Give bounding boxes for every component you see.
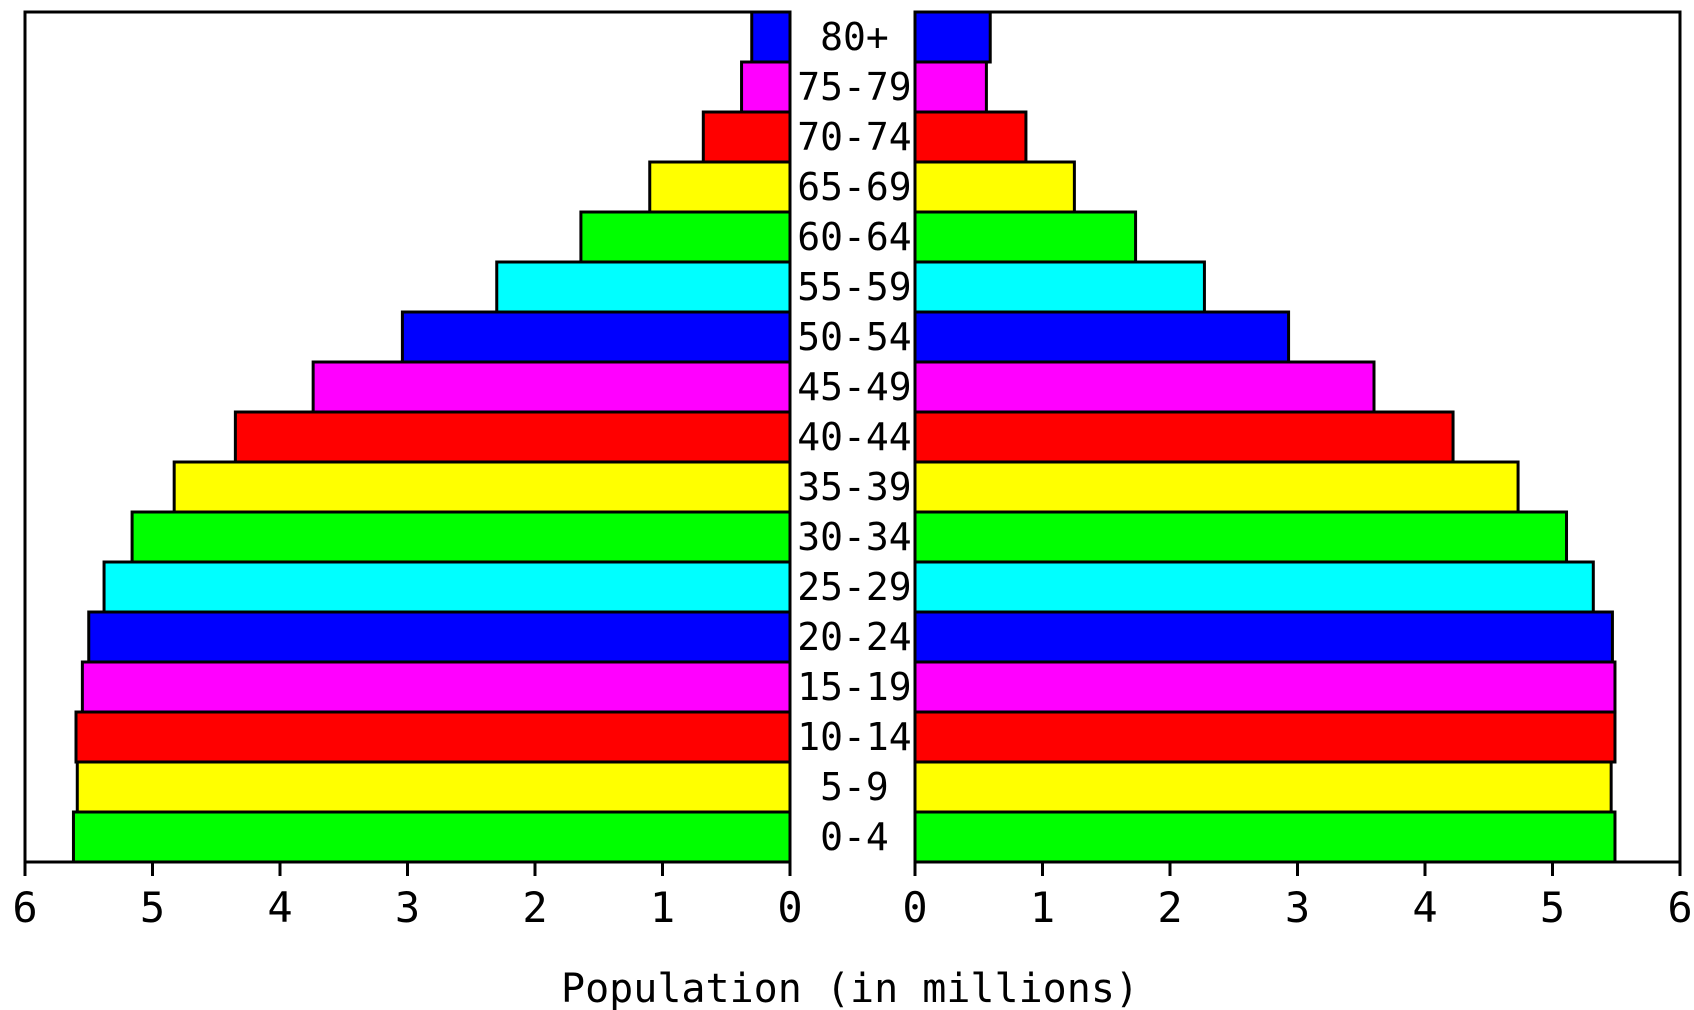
age-label-5-9: 5-9 [820, 765, 889, 809]
age-label-50-54: 50-54 [797, 315, 911, 359]
x-axis-ticks: 0 0 1 1 2 2 3 3 4 4 5 5 6 6 [12, 862, 1693, 932]
bar-left-25-29 [102, 560, 792, 614]
age-label-40-44: 40-44 [797, 415, 911, 459]
tick-label-right-4: 4 [1412, 883, 1437, 932]
bar-right-60-64 [913, 210, 1138, 264]
age-label-75-79: 75-79 [797, 65, 911, 109]
age-label-60-64: 60-64 [797, 215, 911, 259]
bar-right-75-79 [913, 60, 988, 114]
bar-left-35-39 [172, 460, 792, 514]
bar-left-50-54 [400, 310, 792, 364]
bar-right-10-14 [913, 710, 1617, 764]
tick-label-right-0: 0 [902, 883, 927, 932]
bar-left-65-69 [648, 160, 792, 214]
age-label-0-4: 0-4 [820, 815, 889, 859]
x-axis-title: Population (in millions) [561, 966, 1139, 1010]
bar-right-45-49 [913, 360, 1376, 414]
bar-left-15-19 [80, 660, 792, 714]
bar-left-80+ [750, 10, 792, 64]
age-label-35-39: 35-39 [797, 465, 911, 509]
bar-right-70-74 [913, 110, 1028, 164]
bar-right-65-69 [913, 160, 1076, 214]
bar-left-5-9 [75, 760, 792, 814]
bar-right-20-24 [913, 610, 1614, 664]
age-label-20-24: 20-24 [797, 615, 911, 659]
tick-label-right-6: 6 [1667, 883, 1692, 932]
bar-right-50-54 [913, 310, 1291, 364]
bar-left-10-14 [74, 710, 792, 764]
tick-label-right-3: 3 [1285, 883, 1310, 932]
age-label-55-59: 55-59 [797, 265, 911, 309]
bar-right-30-34 [913, 510, 1569, 564]
tick-label-left-6: 6 [12, 883, 37, 932]
age-label-45-49: 45-49 [797, 365, 911, 409]
tick-label-right-2: 2 [1157, 883, 1182, 932]
tick-label-left-1: 1 [650, 883, 675, 932]
bar-right-15-19 [913, 660, 1617, 714]
tick-label-left-2: 2 [522, 883, 547, 932]
age-label-65-69: 65-69 [797, 165, 911, 209]
bar-left-75-79 [740, 60, 792, 114]
bar-right-0-4 [913, 810, 1617, 864]
tick-label-left-0: 0 [777, 883, 802, 932]
bar-left-30-34 [130, 510, 792, 564]
bar-left-0-4 [71, 810, 792, 864]
age-label-30-34: 30-34 [797, 515, 911, 559]
bar-left-45-49 [311, 360, 792, 414]
age-label-25-29: 25-29 [797, 565, 911, 609]
bar-right-5-9 [913, 760, 1613, 814]
bar-right-25-29 [913, 560, 1595, 614]
age-label-10-14: 10-14 [797, 715, 911, 759]
tick-label-right-5: 5 [1540, 883, 1565, 932]
tick-label-left-3: 3 [395, 883, 420, 932]
age-label-15-19: 15-19 [797, 665, 911, 709]
bar-right-80+ [913, 10, 992, 64]
bar-left-60-64 [579, 210, 792, 264]
age-label-80+: 80+ [820, 15, 889, 59]
bars-group [71, 10, 1617, 864]
age-label-70-74: 70-74 [797, 115, 911, 159]
tick-label-left-5: 5 [140, 883, 165, 932]
tick-label-left-4: 4 [267, 883, 292, 932]
bar-right-35-39 [913, 460, 1520, 514]
age-labels-group: 0-4 5-9 10-14 15-19 20-24 25-29 30-34 35-39 40-4… [797, 15, 911, 859]
tick-label-right-1: 1 [1030, 883, 1055, 932]
bar-left-40-44 [233, 410, 792, 464]
bar-right-55-59 [913, 260, 1206, 314]
bar-left-70-74 [701, 110, 792, 164]
bar-left-20-24 [87, 610, 792, 664]
bar-left-55-59 [495, 260, 792, 314]
bar-right-40-44 [913, 410, 1455, 464]
